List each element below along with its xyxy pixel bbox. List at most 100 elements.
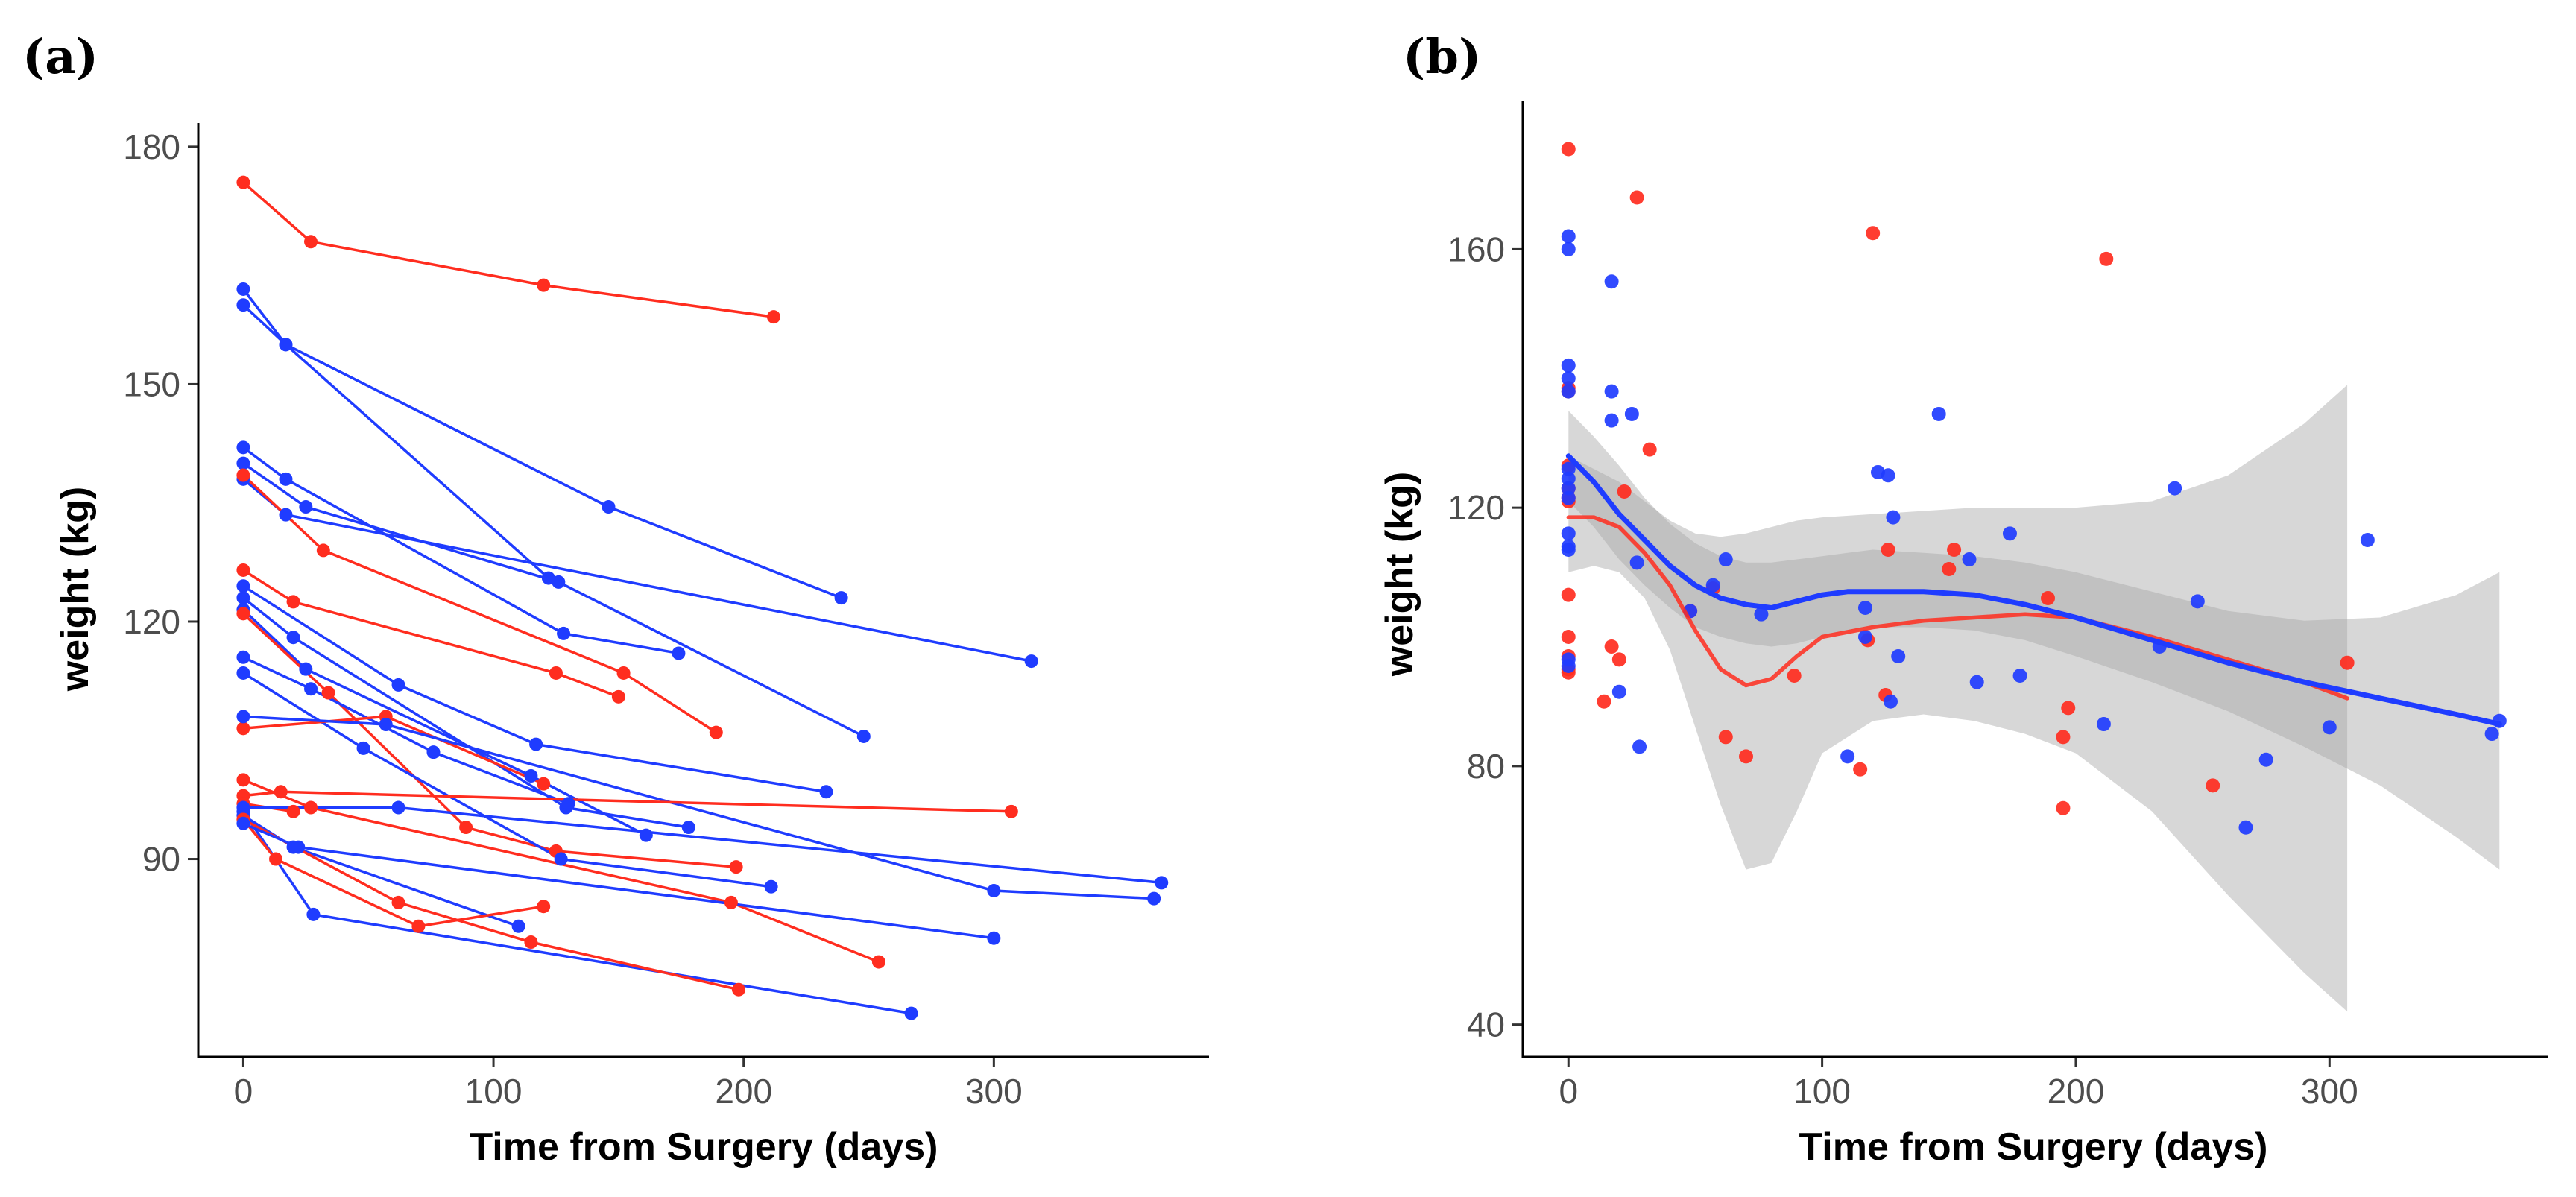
blue-scatter-point — [2484, 727, 2499, 742]
blue-scatter-point — [1705, 578, 1720, 593]
blue-data-point — [561, 797, 575, 811]
blue-scatter-point — [1632, 739, 1647, 754]
red-data-point — [286, 595, 300, 609]
panel-b-smooth-lines — [1565, 453, 2502, 727]
red-scatter-point — [1739, 749, 1754, 764]
panel-a-y-axis-title: weight (kg) — [54, 487, 97, 692]
red-scatter-point — [1629, 190, 1644, 205]
blue-subject-line — [242, 584, 827, 794]
blue-data-point — [834, 591, 848, 605]
blue-scatter-point — [1561, 371, 1576, 386]
blue-data-point — [511, 919, 525, 933]
panel-a-series-points — [236, 175, 1169, 1020]
blue-scatter-point — [1604, 413, 1619, 428]
blue-scatter-point — [1604, 274, 1619, 289]
blue-data-point — [236, 579, 250, 593]
red-scatter-point — [2099, 251, 2114, 266]
blue-data-point — [236, 710, 250, 724]
red-data-point — [236, 721, 250, 736]
blue-scatter-point — [1840, 749, 1855, 764]
blue-scatter-point — [1969, 675, 1984, 689]
blue-scatter-point — [2190, 594, 2205, 609]
y-tick-label: 150 — [123, 364, 180, 403]
red-data-point — [709, 725, 723, 739]
red-scatter-point — [1561, 630, 1576, 645]
blue-data-point — [672, 646, 686, 660]
panel-a-series-lines — [242, 181, 1162, 1015]
red-scatter-point — [2340, 655, 2355, 670]
red-scatter-point — [1866, 226, 1881, 241]
blue-data-point — [552, 575, 566, 589]
blue-scatter-point — [2322, 720, 2337, 735]
blue-subject-line — [242, 596, 689, 829]
blue-scatter-point — [2168, 481, 2182, 496]
red-scatter-point — [1604, 639, 1619, 654]
panel-b-axes — [1521, 101, 2548, 1058]
blue-scatter-point — [1561, 229, 1576, 244]
blue-subject-line — [242, 656, 569, 805]
red-data-point — [286, 804, 300, 818]
blue-scatter-point — [1962, 552, 1977, 566]
red-data-point — [616, 666, 631, 680]
red-scatter-point — [1787, 669, 1802, 683]
red-scatter-point — [2061, 701, 2076, 716]
x-tick-label: 200 — [715, 1072, 772, 1111]
red-data-point — [537, 278, 551, 292]
blue-scatter-point — [2238, 820, 2253, 835]
red-data-point — [611, 689, 625, 704]
blue-confidence-band — [1568, 411, 2500, 870]
blue-scatter-point — [1857, 630, 1872, 645]
x-tick-label: 0 — [234, 1072, 253, 1111]
blue-scatter-point — [1561, 241, 1576, 256]
y-tick-label: 120 — [1448, 488, 1505, 527]
red-data-point — [459, 821, 473, 835]
blue-data-point — [987, 931, 1001, 945]
panel-b-label: (b) — [1403, 29, 1481, 85]
blue-data-point — [306, 907, 321, 921]
blue-subject-line — [243, 806, 1162, 885]
x-tick-label: 100 — [465, 1072, 523, 1111]
red-data-point — [236, 773, 250, 787]
blue-subject-line — [243, 715, 1155, 900]
red-subject-line — [242, 569, 619, 698]
blue-scatter-point — [2258, 752, 2273, 767]
blue-scatter-point — [1881, 468, 1895, 483]
blue-data-point — [236, 816, 250, 830]
x-tick-label: 0 — [1559, 1072, 1578, 1111]
red-scatter-point — [1561, 142, 1576, 157]
blue-data-point — [279, 508, 293, 522]
panel-b-scatter-points — [1561, 142, 2507, 835]
blue-data-point — [391, 800, 405, 815]
panel-b-confidence-bands — [1568, 385, 2500, 1012]
red-data-point — [316, 543, 330, 558]
blue-subject-line — [242, 446, 679, 655]
red-subject-line — [242, 818, 544, 928]
blue-data-point — [304, 682, 318, 696]
blue-scatter-point — [1931, 406, 1946, 421]
blue-scatter-point — [2002, 526, 2017, 541]
red-scatter-point — [2206, 778, 2220, 793]
red-data-point — [537, 900, 551, 914]
red-scatter-point — [1561, 587, 1576, 602]
red-data-point — [321, 686, 335, 700]
red-data-point — [524, 935, 538, 950]
blue-subject-line — [242, 303, 842, 599]
panel-a-x-axis-title: Time from Surgery (days) — [469, 1125, 938, 1169]
red-scatter-point — [1617, 484, 1632, 499]
blue-scatter-point — [1561, 384, 1576, 399]
red-data-point — [274, 785, 288, 799]
red-data-point — [236, 468, 250, 482]
blue-subject-line — [242, 462, 865, 738]
red-data-point — [304, 800, 318, 815]
red-data-point — [537, 777, 551, 791]
blue-data-point — [236, 298, 250, 312]
blue-scatter-point — [1611, 684, 1626, 699]
blue-data-point — [236, 650, 250, 664]
blue-data-point — [819, 785, 833, 799]
blue-data-point — [236, 440, 250, 455]
blue-scatter-point — [1561, 471, 1576, 486]
blue-subject-line — [242, 608, 647, 837]
panel-b-y-tick-labels: 40 80 120 160 — [1448, 230, 1505, 1043]
blue-data-point — [1147, 891, 1161, 906]
